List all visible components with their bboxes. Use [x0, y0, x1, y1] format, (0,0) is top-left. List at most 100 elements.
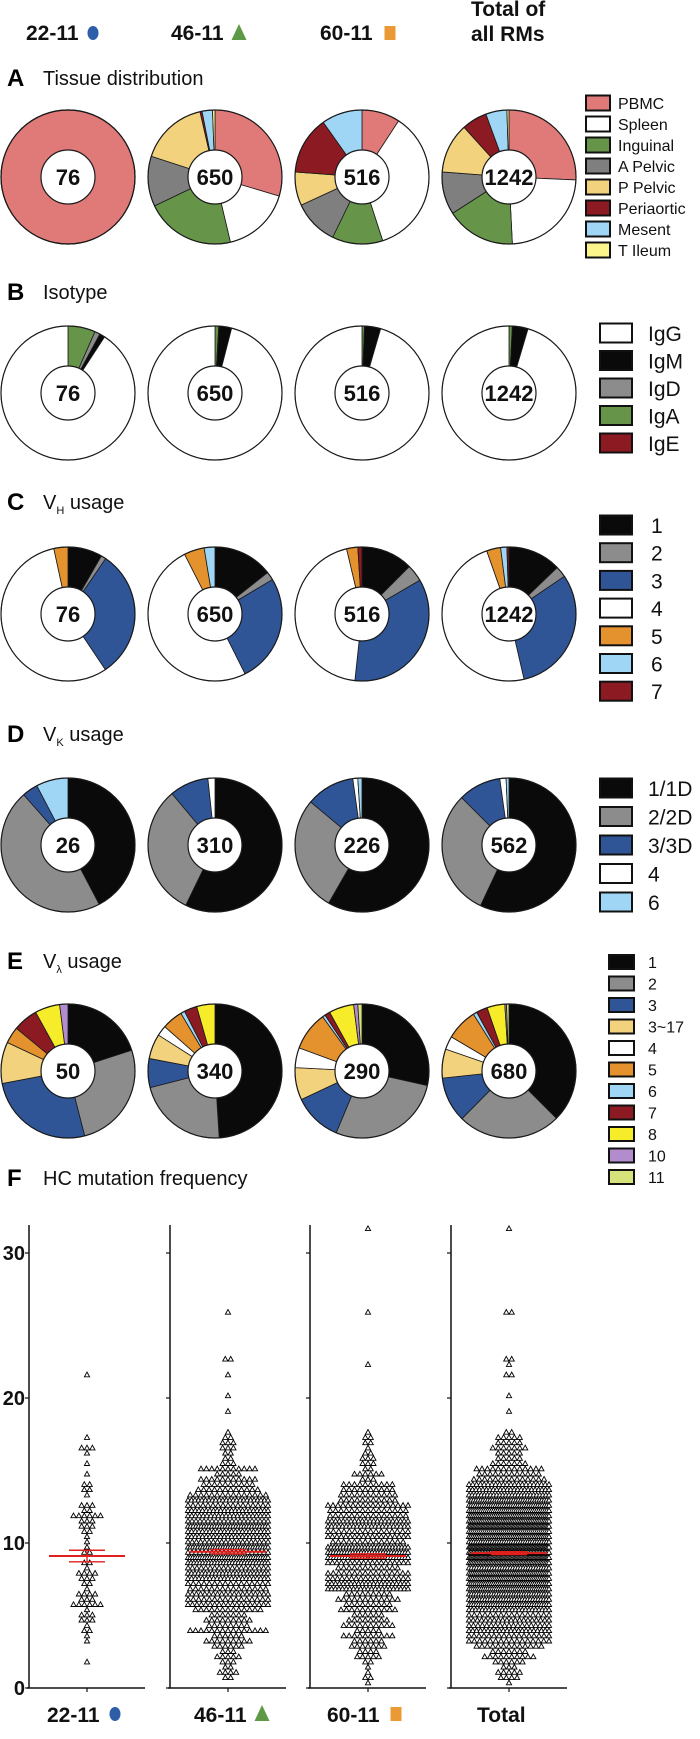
data-point — [502, 1475, 510, 1482]
data-point — [83, 1444, 91, 1451]
data-point — [529, 1611, 537, 1618]
data-point — [337, 1496, 345, 1503]
data-point — [359, 1501, 367, 1508]
data-point — [340, 1595, 348, 1602]
data-point — [227, 1668, 235, 1675]
data-point — [219, 1611, 226, 1618]
data-point — [369, 1501, 377, 1508]
data-point — [367, 1433, 375, 1440]
data-point — [492, 1611, 500, 1618]
data-point — [486, 1475, 494, 1482]
data-point — [221, 1355, 229, 1362]
data-point — [364, 1679, 372, 1686]
legend-label: IgD — [648, 378, 681, 401]
data-point — [230, 1611, 237, 1618]
donut-count-label: 340 — [197, 1059, 234, 1084]
data-point — [80, 1600, 88, 1607]
data-point — [511, 1439, 518, 1446]
data-point — [83, 1501, 91, 1508]
donut-count-label: 650 — [197, 165, 234, 190]
data-point — [244, 1517, 252, 1524]
data-point — [80, 1527, 88, 1534]
data-point — [324, 1501, 332, 1508]
data-point — [370, 1590, 377, 1597]
data-point — [380, 1642, 388, 1649]
data-point — [202, 1600, 210, 1607]
data-point — [376, 1574, 384, 1581]
data-point — [203, 1626, 210, 1634]
data-point — [355, 1517, 362, 1524]
data-point — [213, 1585, 221, 1592]
data-point — [237, 1595, 245, 1602]
data-point — [235, 1637, 243, 1644]
data-point — [478, 1465, 486, 1472]
data-point — [541, 1621, 548, 1628]
data-point — [505, 1465, 513, 1472]
data-point — [486, 1616, 494, 1623]
data-point — [235, 1590, 242, 1597]
data-point — [227, 1433, 235, 1440]
legend-item: Inguinal — [585, 136, 674, 155]
data-point — [222, 1590, 230, 1597]
data-point — [516, 1465, 524, 1472]
data-point — [361, 1616, 369, 1623]
triangle-marker-icon — [254, 1705, 270, 1721]
data-point — [494, 1439, 502, 1446]
data-point — [221, 1663, 229, 1670]
data-point — [492, 1658, 499, 1665]
data-point — [404, 1559, 412, 1566]
donut-hole — [187, 586, 243, 642]
data-point — [356, 1621, 364, 1628]
data-point — [487, 1621, 495, 1628]
data-point — [209, 1501, 217, 1508]
data-point — [334, 1564, 342, 1571]
data-point — [545, 1632, 553, 1639]
data-point — [219, 1637, 226, 1644]
data-point — [500, 1454, 507, 1461]
data-point — [364, 1559, 372, 1566]
data-point — [381, 1517, 389, 1524]
data-point — [477, 1626, 484, 1634]
data-point — [372, 1611, 380, 1618]
data-point — [329, 1559, 336, 1566]
donut-chart: 310 — [147, 777, 283, 913]
data-point — [377, 1579, 385, 1587]
data-point — [343, 1506, 350, 1513]
data-point — [532, 1465, 540, 1472]
data-point — [364, 1668, 372, 1675]
data-point — [353, 1491, 361, 1498]
data-point — [361, 1621, 369, 1628]
data-point — [521, 1444, 529, 1451]
data-point — [239, 1590, 247, 1597]
data-point — [372, 1595, 380, 1602]
data-point — [218, 1538, 226, 1545]
data-point — [230, 1647, 237, 1654]
data-point — [397, 1517, 404, 1524]
data-point — [260, 1564, 267, 1571]
legend-item: 10 — [608, 1147, 666, 1166]
data-point — [83, 1543, 91, 1550]
data-point — [367, 1569, 375, 1576]
data-point — [465, 1616, 473, 1623]
data-point — [262, 1491, 270, 1498]
data-point — [380, 1491, 388, 1498]
legend-swatch — [599, 680, 633, 702]
data-point — [374, 1517, 381, 1524]
data-point — [372, 1632, 380, 1639]
data-point — [189, 1579, 197, 1587]
data-point — [369, 1532, 376, 1540]
legend-swatch — [599, 625, 633, 647]
data-point — [535, 1475, 543, 1482]
data-point — [359, 1454, 366, 1461]
data-point — [345, 1564, 353, 1571]
panel-title: VH usage — [43, 492, 124, 517]
data-point — [246, 1637, 253, 1644]
legend-swatch — [599, 377, 633, 399]
legend-swatch — [608, 1104, 635, 1121]
data-point — [83, 1574, 91, 1581]
data-point — [404, 1532, 412, 1540]
data-point — [522, 1480, 530, 1487]
data-point — [502, 1428, 510, 1435]
data-point — [89, 1595, 96, 1602]
legend-swatch — [608, 1126, 635, 1142]
